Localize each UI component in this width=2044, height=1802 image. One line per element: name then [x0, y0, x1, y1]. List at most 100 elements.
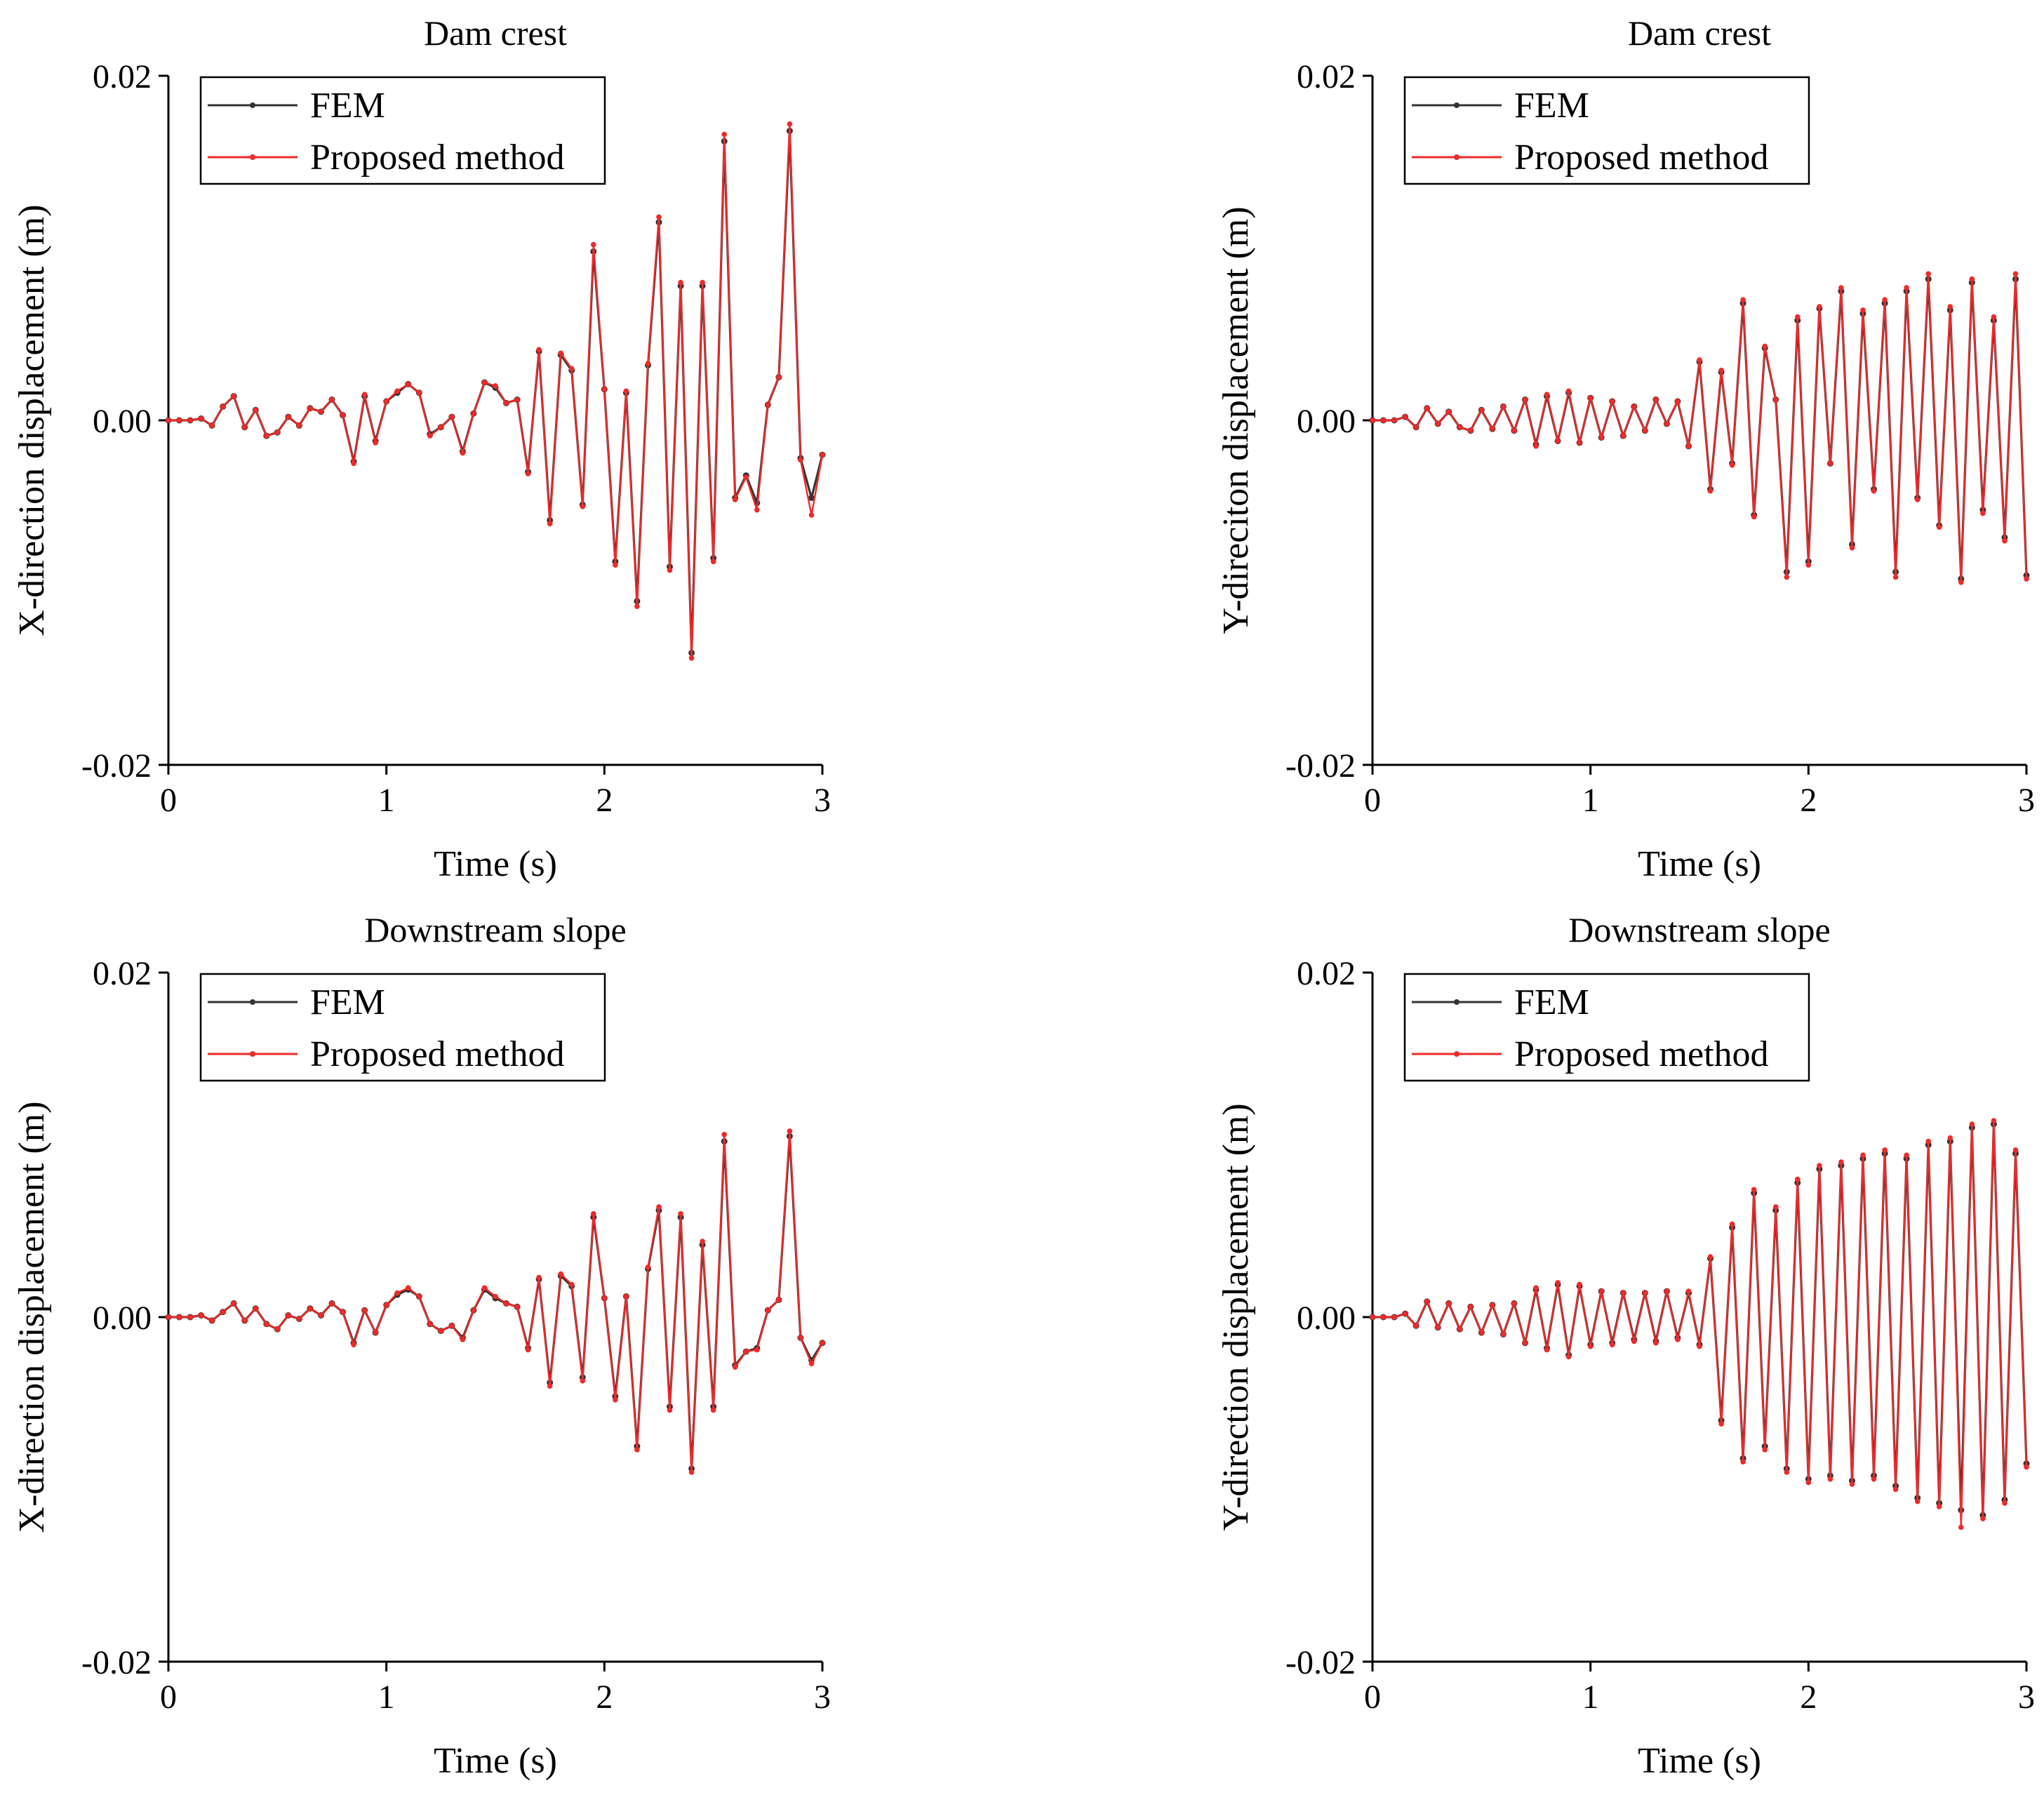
chart-title: Dam crest: [1628, 13, 1771, 53]
data-point: [732, 497, 738, 502]
data-point: [798, 457, 803, 463]
data-point: [547, 521, 553, 527]
data-point: [1892, 1486, 1899, 1493]
data-point: [1391, 1314, 1397, 1320]
data-point: [361, 392, 368, 397]
y-tick-label: -0.02: [1285, 747, 1356, 785]
data-point: [209, 422, 215, 429]
data-point: [1457, 1326, 1463, 1332]
data-point: [1685, 443, 1692, 449]
data-point: [743, 474, 749, 480]
data-point: [1511, 427, 1517, 434]
data-point: [1664, 1288, 1670, 1294]
series-proposed-method: [166, 1128, 825, 1475]
data-point: [1697, 1343, 1702, 1349]
data-point: [1795, 314, 1801, 320]
data-point: [1631, 1338, 1637, 1344]
data-point: [1969, 276, 1975, 282]
data-point: [1413, 425, 1419, 430]
data-point: [591, 1210, 596, 1217]
data-point: [1718, 1421, 1724, 1427]
data-point: [361, 1307, 368, 1313]
data-point: [787, 1128, 793, 1134]
y-tick-label: 0.02: [1297, 955, 1356, 992]
data-point: [1740, 1459, 1746, 1464]
data-point: [623, 1293, 629, 1300]
data-point: [688, 1469, 695, 1475]
data-point: [274, 1326, 281, 1332]
y-axis-label: Y-direction displacement (m): [1216, 1103, 1256, 1530]
data-point: [503, 1300, 509, 1307]
data-point: [187, 1314, 193, 1320]
data-point: [1718, 368, 1724, 373]
data-point: [1817, 304, 1822, 309]
data-point: [274, 429, 281, 435]
legend-label: Proposed method: [1514, 138, 1769, 178]
data-point: [1544, 392, 1550, 397]
data-point: [1511, 1300, 1517, 1307]
data-point: [601, 387, 608, 392]
series-line: [168, 123, 824, 659]
data-point: [1598, 434, 1604, 441]
data-point: [1490, 1302, 1495, 1308]
data-point: [1827, 460, 1833, 467]
data-point: [1925, 1138, 1931, 1144]
data-point: [351, 1342, 356, 1348]
data-point: [754, 507, 760, 513]
data-point: [580, 1378, 586, 1384]
data-point: [307, 1305, 313, 1312]
data-point: [329, 1300, 335, 1307]
x-tick-label: 2: [1800, 782, 1817, 819]
data-point: [721, 1132, 727, 1137]
y-axis-label: Y-direciton displacement (m): [1216, 206, 1256, 634]
data-point: [1795, 1176, 1801, 1182]
data-point: [667, 567, 673, 573]
data-point: [1642, 1290, 1648, 1296]
data-point: [1653, 1340, 1659, 1346]
data-point: [383, 1302, 389, 1308]
y-tick-label: 0.00: [1297, 403, 1356, 440]
x-tick-label: 2: [1800, 1678, 1817, 1716]
data-point: [601, 1295, 608, 1301]
y-tick-label: 0.02: [93, 58, 152, 95]
data-point: [1784, 1469, 1790, 1475]
data-point: [1478, 407, 1485, 413]
data-point: [1947, 1135, 1953, 1141]
legend-marker: [250, 154, 255, 160]
chart-panel-4: Downstream slope -0.02 0.00 0.02 0 1 2 3 Time (s…: [1216, 910, 2035, 1781]
data-point: [340, 1309, 346, 1315]
data-point: [1882, 1147, 1888, 1153]
legend-label: FEM: [1514, 982, 1589, 1022]
data-point: [1522, 396, 1528, 403]
x-tick-label: 1: [378, 1678, 395, 1716]
data-point: [1402, 1311, 1408, 1316]
y-axis-label: X-direction displacement (m): [12, 204, 52, 636]
data-point: [732, 1364, 738, 1370]
data-point: [1882, 297, 1888, 303]
chart-title: Downstream slope: [364, 910, 627, 949]
y-tick-label: 0.02: [93, 955, 152, 992]
y-tick-label: 0.00: [93, 1300, 152, 1337]
legend-entry-proposed-method: Proposed method: [208, 138, 565, 178]
data-point: [1925, 271, 1931, 277]
data-point: [2012, 1147, 2019, 1153]
data-point: [503, 400, 509, 406]
data-point: [318, 1312, 324, 1319]
legend-entry-proposed-method: Proposed method: [1412, 138, 1769, 178]
data-point: [1991, 314, 1997, 320]
data-point: [394, 1290, 400, 1296]
data-point: [656, 1204, 662, 1210]
data-point: [613, 1397, 618, 1403]
data-point: [198, 1312, 204, 1319]
data-point: [318, 408, 324, 415]
data-point: [460, 1337, 466, 1342]
data-point: [623, 388, 629, 394]
data-point: [481, 1285, 488, 1291]
data-point: [721, 131, 727, 138]
data-point: [1544, 1347, 1550, 1353]
data-point: [427, 1321, 433, 1327]
legend-marker: [250, 999, 255, 1005]
data-point: [2024, 1464, 2029, 1470]
data-point: [1457, 425, 1463, 430]
